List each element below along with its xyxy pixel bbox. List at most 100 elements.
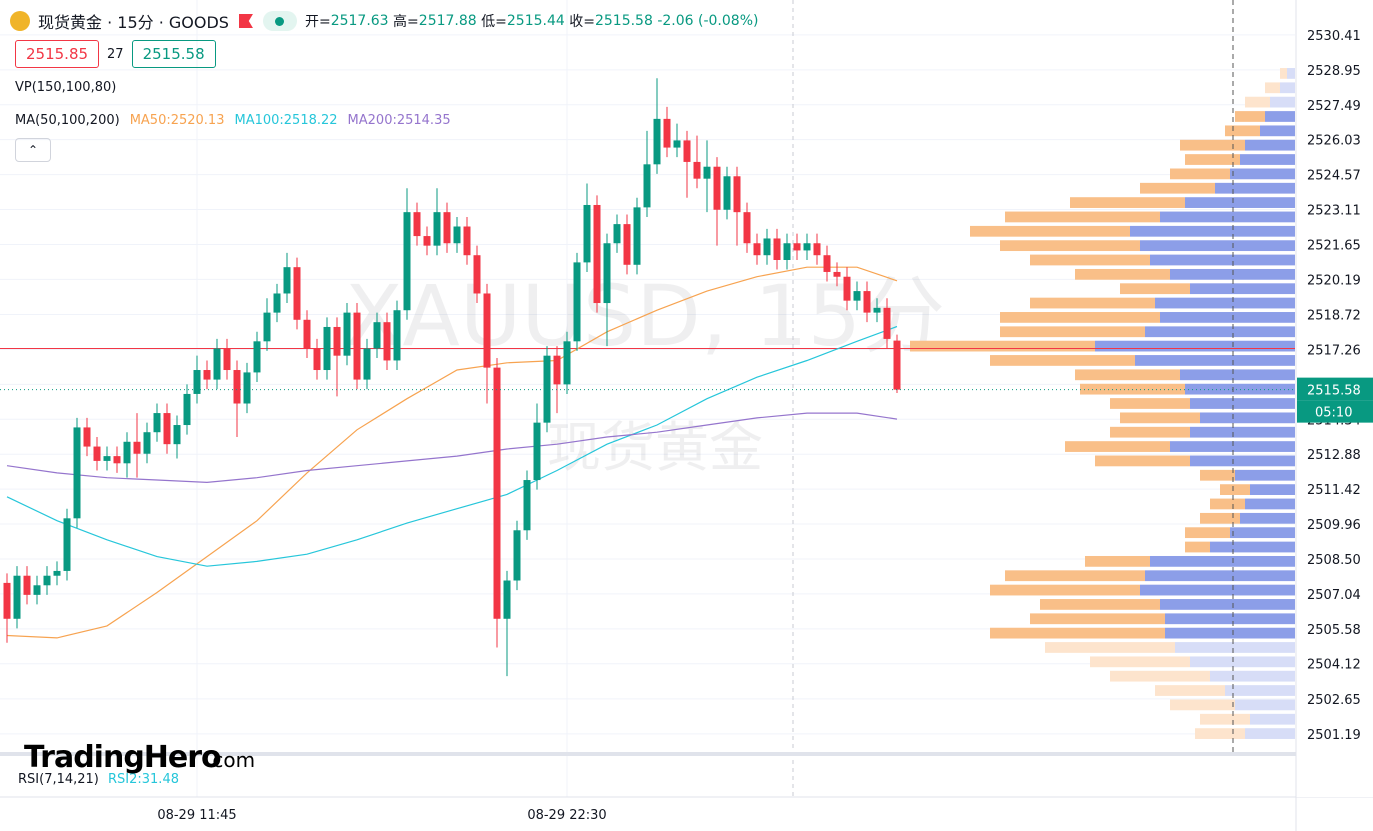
profile-up-bar	[1230, 168, 1295, 180]
profile-down-bar	[1235, 111, 1265, 122]
candle-body	[233, 370, 241, 404]
profile-down-bar	[1170, 168, 1230, 180]
profile-up-bar	[1155, 297, 1295, 309]
profile-down-bar	[1075, 268, 1170, 280]
candle-body	[623, 224, 631, 265]
profile-down-bar	[1040, 599, 1160, 610]
candle-body	[183, 393, 191, 426]
profile-up-bar	[1210, 541, 1295, 553]
profile-up-bar	[1210, 670, 1295, 682]
candle-body	[783, 243, 791, 260]
y-tick-label: 2527.49	[1307, 99, 1361, 114]
profile-up-bar	[1175, 642, 1295, 653]
candle-body	[103, 456, 111, 461]
profile-down-bar	[1070, 197, 1185, 208]
profile-down-bar	[1170, 699, 1235, 711]
flag-icon[interactable]	[238, 14, 253, 28]
profile-down-bar	[1110, 398, 1190, 409]
profile-down-bar	[990, 627, 1165, 639]
y-tick-label: 2530.41	[1307, 29, 1361, 44]
candle-body	[533, 422, 541, 481]
candle-body	[133, 441, 141, 454]
y-tick-label: 2517.26	[1307, 343, 1361, 358]
profile-up-bar	[1190, 283, 1295, 295]
profile-up-bar	[1165, 627, 1295, 639]
candle-body	[753, 243, 761, 256]
profile-up-bar	[1145, 326, 1295, 338]
candle-body	[193, 370, 201, 394]
candle-body	[643, 164, 651, 208]
candle-body	[473, 255, 481, 294]
candle-body	[723, 176, 731, 210]
profile-up-bar	[1140, 584, 1295, 596]
profile-down-bar	[1200, 713, 1250, 725]
open-value: 2517.63	[330, 13, 389, 29]
profile-down-bar	[1000, 326, 1145, 338]
candle-body	[553, 355, 561, 385]
profile-up-bar	[1140, 240, 1295, 252]
profile-up-bar	[1200, 412, 1295, 424]
profile-up-bar	[1130, 225, 1295, 237]
bid-button[interactable]: 2515.85	[15, 40, 100, 68]
candle-body	[13, 575, 21, 619]
profile-down-bar	[1200, 469, 1235, 481]
profile-up-bar	[1180, 369, 1295, 381]
spread: 27	[107, 46, 124, 62]
y-tick-label: 2520.19	[1307, 273, 1361, 288]
logo-domain: .com	[206, 748, 255, 772]
candle-body	[663, 118, 671, 148]
y-tick-label: 2501.19	[1307, 728, 1361, 743]
candle-body	[333, 326, 341, 356]
profile-up-bar	[1245, 728, 1295, 739]
profile-down-bar	[1110, 426, 1190, 438]
symbol-icon	[10, 11, 30, 31]
candle-body	[423, 236, 431, 246]
candle-body	[703, 166, 711, 179]
profile-down-bar	[1185, 154, 1240, 165]
candle-body	[63, 518, 71, 571]
profile-down-bar	[970, 225, 1130, 237]
candle-body	[873, 307, 881, 313]
candle-body	[43, 575, 51, 586]
candle-body	[363, 348, 371, 380]
profile-down-bar	[1030, 613, 1165, 625]
profile-down-bar	[1185, 527, 1230, 539]
profile-up-bar	[1190, 656, 1295, 668]
candle-body	[113, 456, 121, 464]
candle-body	[293, 267, 301, 320]
candle-body	[803, 243, 811, 251]
collapse-button[interactable]: ⌃	[15, 138, 51, 162]
profile-up-bar	[1165, 613, 1295, 625]
profile-down-bar	[1210, 498, 1245, 510]
candle-body	[683, 140, 691, 162]
candle-body	[613, 224, 621, 244]
candle-body	[833, 271, 841, 277]
candle-body	[213, 348, 221, 380]
ask-button[interactable]: 2515.58	[131, 40, 216, 68]
profile-down-bar	[1220, 484, 1250, 495]
profile-down-bar	[910, 340, 1095, 352]
status-pill[interactable]	[262, 11, 297, 31]
last-price-box	[1297, 377, 1373, 401]
candle-body	[53, 570, 61, 576]
y-tick-label: 2505.58	[1307, 623, 1361, 638]
y-tick-label: 2526.03	[1307, 134, 1361, 149]
candle-body	[393, 310, 401, 361]
candle-body	[93, 446, 101, 461]
y-tick-label: 2509.96	[1307, 518, 1361, 533]
candle-body	[853, 291, 861, 301]
profile-down-bar	[1030, 297, 1155, 309]
header: 现货黄金 · 15分 · GOODS 开= 2517.63 高= 2517.88 低…	[10, 8, 758, 34]
y-tick-label: 2512.88	[1307, 448, 1361, 463]
profile-up-bar	[1240, 512, 1295, 524]
profile-up-bar	[1250, 484, 1295, 495]
profile-down-bar	[1075, 369, 1180, 381]
x-tick-label: 08-29 22:30	[527, 808, 606, 823]
candle-body	[743, 212, 751, 244]
low-value: 2515.44	[506, 13, 565, 29]
profile-down-bar	[1195, 728, 1245, 739]
profile-up-bar	[1270, 96, 1295, 108]
profile-down-bar	[1120, 283, 1190, 295]
close-value: 2515.58	[594, 13, 653, 29]
profile-down-bar	[1045, 642, 1175, 653]
